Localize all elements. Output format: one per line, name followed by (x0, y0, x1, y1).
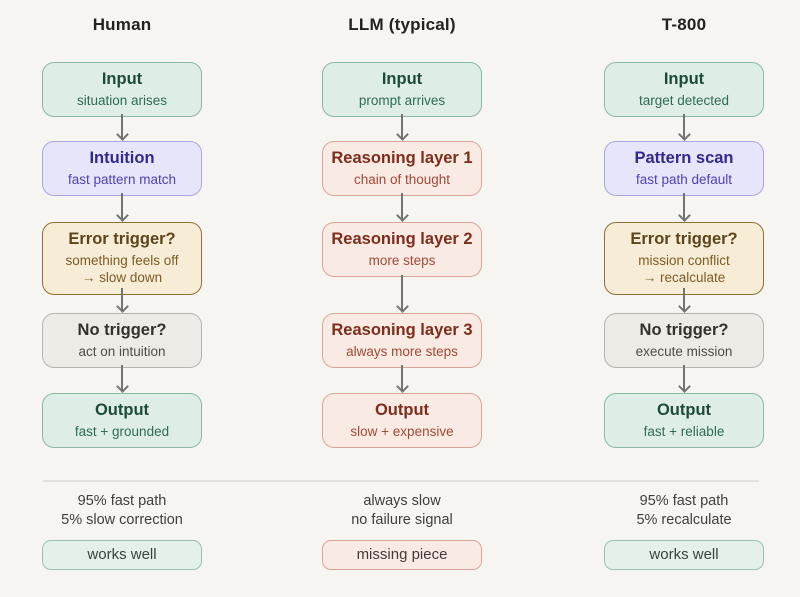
arrow-down-icon (401, 275, 403, 311)
box-title: No trigger? (77, 321, 167, 339)
box-title: Output (656, 401, 712, 419)
flow-box-t800-pattern-scan: Pattern scan fast path default (604, 141, 764, 197)
flow-box-human-input: Input situation arises (42, 62, 202, 118)
box-subtitle: fast pattern match (67, 171, 177, 187)
box-subtitle: target detected (638, 92, 730, 108)
box-title: Intuition (89, 149, 155, 167)
box-subtitle: fast path default (635, 171, 733, 187)
flow-box-t800-error-trigger: Error trigger? mission conflict → recalc… (604, 222, 764, 295)
column-title-t800: T-800 (661, 15, 707, 34)
box-title: No trigger? (639, 321, 729, 339)
box-subtitle: more steps (368, 252, 436, 268)
summary-t800: 95% fast path 5% recalculate (559, 492, 800, 531)
verdict-badge-t800: works well (604, 540, 764, 570)
flow-box-human-intuition: Intuition fast pattern match (42, 141, 202, 197)
box-title: Input (381, 70, 423, 88)
arrow-down-icon (121, 365, 123, 391)
flow-box-llm-reasoning-1: Reasoning layer 1 chain of thought (322, 141, 482, 197)
summary-human: 95% fast path 5% slow correction (0, 492, 247, 531)
arrow-down-icon (121, 288, 123, 311)
section-divider (43, 480, 759, 482)
box-title: Output (374, 401, 430, 419)
box-subtitle: chain of thought (353, 171, 451, 187)
box-title: Reasoning layer 1 (331, 149, 473, 167)
column-t800: T-800 Input target detected Pattern scan… (604, 0, 764, 597)
column-human: Human Input situation arises Intuition f… (42, 0, 202, 597)
box-title: Input (101, 70, 143, 88)
flow-box-t800-no-trigger: No trigger? execute mission (604, 313, 764, 369)
flow-box-t800-input: Input target detected (604, 62, 764, 118)
box-subtitle: fast + reliable (643, 423, 725, 439)
box-subtitle: execute mission (635, 343, 733, 359)
arrow-down-icon (401, 193, 403, 220)
arrow-down-icon (683, 193, 685, 220)
flow-box-human-error-trigger: Error trigger? something feels off → slo… (42, 222, 202, 295)
flow-box-llm-input: Input prompt arrives (322, 62, 482, 118)
column-title-human: Human (92, 15, 152, 34)
box-subtitle: mission conflict → recalculate (638, 252, 730, 286)
summary-line: 95% fast path (639, 493, 729, 509)
flow-box-llm-reasoning-3: Reasoning layer 3 always more steps (322, 313, 482, 369)
summary-line: no failure signal (351, 512, 453, 529)
box-title: Reasoning layer 2 (331, 230, 473, 248)
box-title: Error trigger? (630, 230, 738, 248)
flow-box-human-output: Output fast + grounded (42, 393, 202, 449)
box-title: Output (94, 401, 150, 419)
box-subtitle: situation arises (76, 92, 168, 108)
summary-llm: always slow no failure signal (277, 492, 527, 531)
box-title: Reasoning layer 3 (331, 321, 473, 339)
box-title: Input (663, 70, 705, 88)
verdict-badge-human: works well (42, 540, 202, 570)
arrow-down-icon (683, 114, 685, 139)
arrow-down-icon (401, 114, 403, 139)
column-llm: LLM (typical) Input prompt arrives Reaso… (322, 0, 482, 597)
summary-line: always slow (363, 493, 441, 509)
box-subtitle: always more steps (346, 343, 458, 359)
flow-box-llm-output: Output slow + expensive (322, 393, 482, 449)
flow-box-llm-reasoning-2: Reasoning layer 2 more steps (322, 222, 482, 278)
box-subtitle: something feels off → slow down (65, 252, 179, 286)
box-subtitle: fast + grounded (74, 423, 170, 439)
box-subtitle: slow + expensive (350, 423, 454, 439)
column-title-llm: LLM (typical) (348, 15, 456, 34)
arrow-down-icon (683, 365, 685, 391)
box-title: Error trigger? (68, 230, 176, 248)
summary-line: 95% fast path (77, 493, 167, 509)
arrow-down-icon (121, 193, 123, 220)
flow-box-t800-output: Output fast + reliable (604, 393, 764, 449)
box-subtitle: act on intuition (78, 343, 166, 359)
verdict-badge-llm: missing piece (322, 540, 482, 570)
box-title: Pattern scan (634, 149, 734, 167)
summary-line: 5% slow correction (61, 512, 183, 529)
arrow-down-icon (683, 288, 685, 311)
box-subtitle: prompt arrives (358, 92, 446, 108)
summary-line: 5% recalculate (636, 512, 732, 529)
arrow-down-icon (401, 365, 403, 391)
arrow-down-icon (121, 114, 123, 139)
flow-box-human-no-trigger: No trigger? act on intuition (42, 313, 202, 369)
